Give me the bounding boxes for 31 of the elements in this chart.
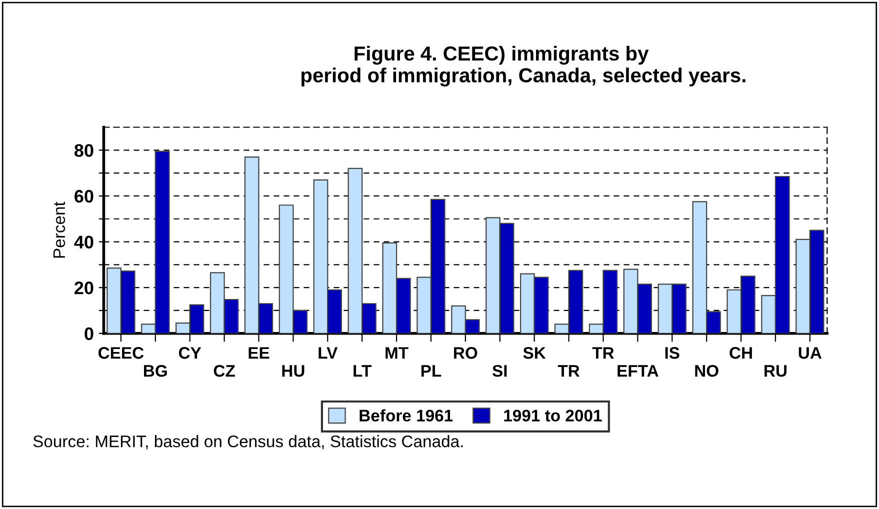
- x-tick-label: SI: [492, 364, 507, 377]
- x-tick-label: BG: [144, 364, 167, 377]
- y-tick-label: 60: [74, 190, 94, 203]
- x-tick-label: SK: [523, 347, 546, 359]
- x-tick-label: CZ: [214, 364, 235, 377]
- x-tick-label: RO: [454, 347, 478, 359]
- x-tick-label: TR: [558, 365, 580, 377]
- x-tick-label: RU: [764, 365, 786, 377]
- x-tick-label: HU: [282, 365, 304, 377]
- x-tick-label: IS: [665, 347, 680, 359]
- x-tick-label: PL: [421, 365, 442, 377]
- y-tick-label: 0: [84, 327, 94, 340]
- legend-label: 1991 to 2001: [504, 410, 602, 422]
- y-axis-title: Percent: [53, 202, 66, 258]
- y-tick-label: 40: [74, 236, 94, 248]
- x-tick-label: LT: [354, 365, 372, 377]
- source-note: Source: MERIT, based on Census data, Statistics Canada.: [33, 435, 463, 450]
- x-tick-label: MT: [386, 347, 408, 359]
- x-tick-label: CEEC: [98, 347, 144, 359]
- x-tick-label: CY: [178, 347, 202, 359]
- x-tick-label: EE: [248, 347, 270, 359]
- x-tick-label: EFTA: [618, 365, 658, 377]
- y-tick-label: 80: [74, 144, 94, 157]
- x-tick-label: CH: [730, 347, 752, 359]
- x-tick-label: NO: [695, 364, 718, 377]
- legend-label: Before 1961: [360, 409, 453, 422]
- x-tick-label: UA: [798, 347, 822, 359]
- x-tick-label: LV: [318, 347, 338, 359]
- chart-title: Figure 4. CEEC) immigrants by period of immigration, Canada, selected years.: [301, 46, 746, 86]
- x-tick-label: TR: [592, 347, 614, 359]
- y-tick-label: 20: [74, 282, 94, 294]
